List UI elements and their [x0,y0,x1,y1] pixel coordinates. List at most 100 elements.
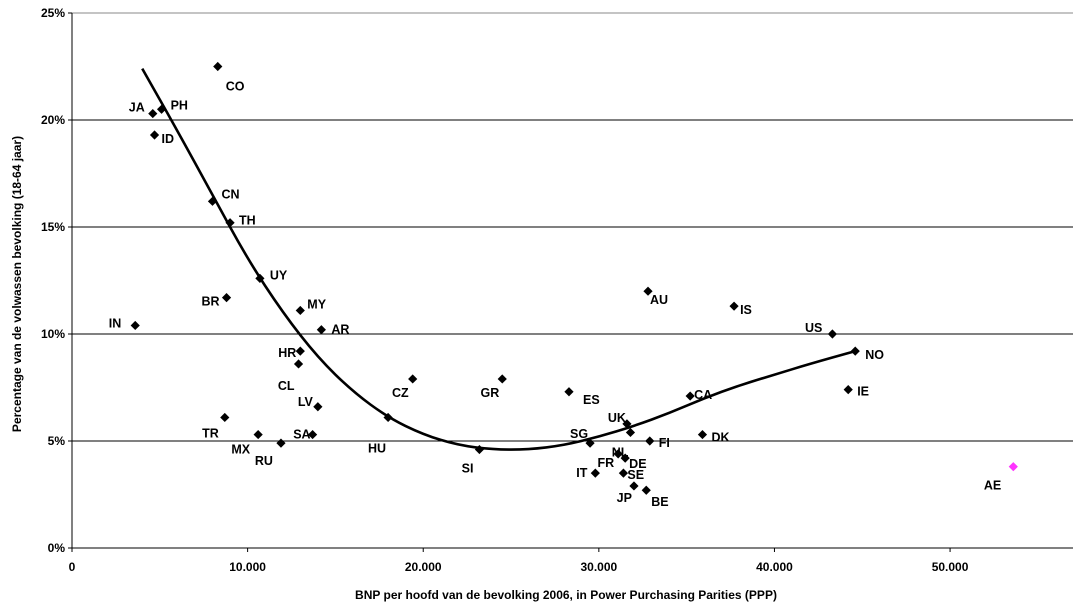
data-point-sg [585,438,595,448]
data-point-ca [685,391,695,401]
data-point-mx [253,429,263,440]
point-label-my: MY [307,297,326,311]
data-point-co [213,61,223,72]
data-point-fi [645,436,655,446]
point-label-uy: UY [270,268,288,282]
data-point-uy [255,273,265,283]
data-point-uk [622,419,632,429]
x-tick-labels: 0 10.000 20.000 30.000 40.000 50.000 [69,560,969,574]
x-tick-label: 10.000 [229,560,266,574]
point-label-de: DE [629,457,646,471]
y-tick-label: 15% [41,220,65,234]
data-point-gr [497,374,507,384]
data-point-tr [220,412,230,423]
data-point-cn [207,196,218,206]
data-point-cl [293,359,304,369]
point-label-dk: DK [711,431,729,445]
point-label-ar: AR [331,323,349,337]
y-tick-label: 20% [41,113,65,127]
data-point-in [130,320,140,331]
point-label-mx: MX [231,443,250,457]
point-label-be: BE [651,495,668,509]
data-points [130,61,1018,495]
y-tick-labels: 0% 5% 10% 15% 20% 25% [41,6,65,555]
point-label-es: ES [583,393,600,407]
data-point-my [295,305,305,316]
x-tick-label: 40.000 [756,560,793,574]
point-label-us: US [805,321,822,335]
point-label-no: NO [865,348,884,362]
data-point-no [850,346,860,356]
gridlines [72,12,1073,442]
point-label-it: IT [576,466,587,480]
x-tick-label: 50.000 [932,560,969,574]
data-point-ar [316,325,326,335]
data-point-cz [408,374,418,384]
point-label-id: ID [162,132,175,146]
y-axis-label: Percentage van de volwassen bevolking (1… [10,136,24,432]
data-point-ph [156,104,167,114]
data-point-th [225,218,235,228]
data-point-id [149,130,160,140]
y-tick-label: 25% [41,6,65,20]
point-label-co: CO [226,80,245,94]
data-point-au [643,286,653,296]
point-label-uk: UK [608,411,626,425]
point-label-ph: PH [171,98,188,112]
y-tick-label: 5% [48,434,66,448]
point-label-hr: HR [278,346,296,360]
data-point-ja [148,108,158,119]
point-label-br: BR [201,295,219,309]
point-label-ru: RU [255,454,273,468]
trendline-group [141,67,856,451]
point-label-th: TH [239,214,256,228]
point-label-se: SE [627,468,644,482]
data-point-si [474,444,485,455]
data-point-hr [295,346,305,356]
data-point-dk [697,429,708,440]
data-point-be [641,485,651,495]
point-label-ie: IE [857,385,869,399]
point-label-is: IS [740,303,752,317]
y-tick-label: 10% [41,327,65,341]
data-point-br [221,293,232,303]
data-point-ae [1008,462,1018,472]
point-label-au: AU [650,293,668,307]
point-label-gr: GR [481,386,500,400]
point-label-lv: LV [298,395,314,409]
x-tick-label: 0 [69,560,76,574]
x-tick-label: 20.000 [405,560,442,574]
point-label-tr: TR [202,426,219,440]
point-label-si: SI [462,462,474,476]
y-tick-label: 0% [48,541,66,555]
trendline [141,67,856,451]
data-point-sa [307,429,318,440]
data-point-es [564,387,574,397]
point-label-hu: HU [368,441,386,455]
data-point-nl [625,427,636,438]
data-point-fr [613,449,623,459]
data-point-hu [383,412,393,423]
point-label-ca: CA [694,388,712,402]
point-label-fr: FR [597,456,614,470]
data-point-is [729,301,739,311]
x-axis-label: BNP per hoofd van de bevolking 2006, in … [355,588,777,602]
point-label-cn: CN [221,187,239,201]
data-point-ru [276,438,286,448]
point-label-ae: AE [984,479,1001,493]
point-label-fi: FI [659,436,670,450]
point-label-jp: JP [617,491,632,505]
data-point-de [620,453,630,463]
data-point-jp [629,481,639,491]
data-point-se [618,468,629,478]
point-label-ja: JA [129,101,145,115]
point-label-in: IN [109,316,122,330]
axes [68,12,1073,552]
point-label-sg: SG [570,427,588,441]
point-label-cz: CZ [392,386,409,400]
data-point-it [590,468,600,478]
point-label-nl: NL [612,445,629,459]
data-point-lv [313,402,323,412]
